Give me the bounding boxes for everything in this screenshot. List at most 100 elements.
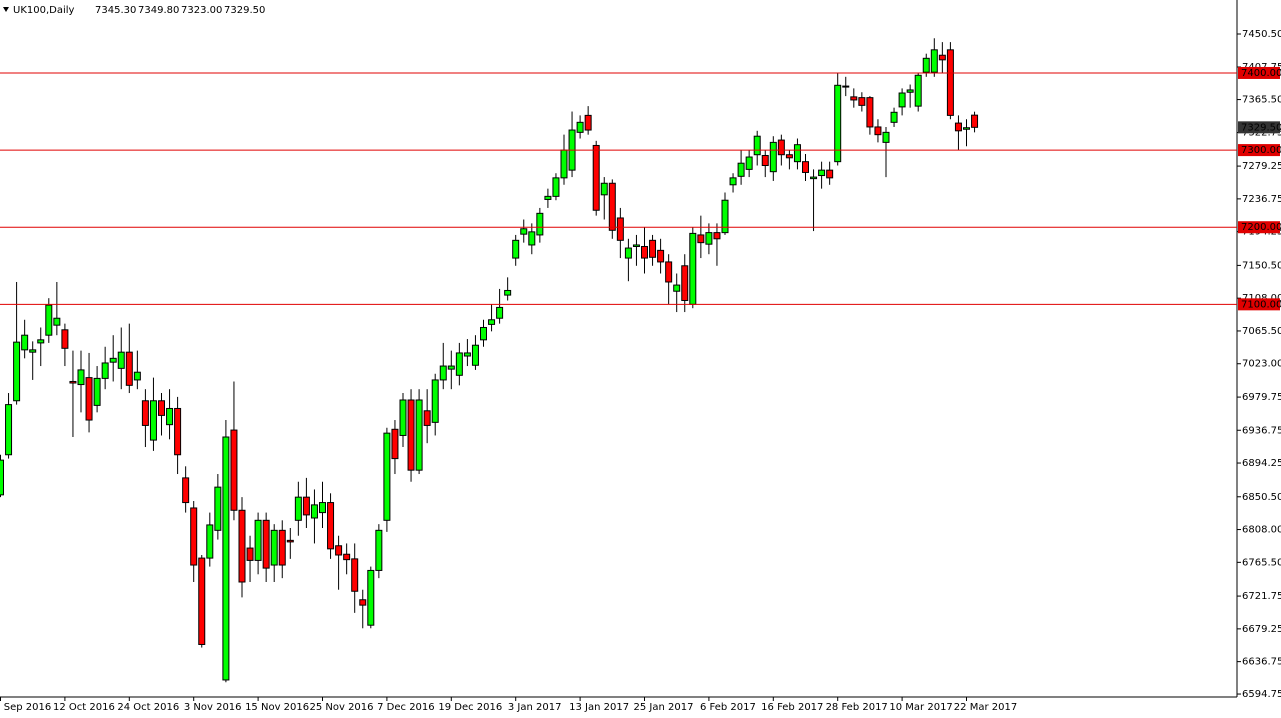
candle-body <box>842 85 850 88</box>
candle-body <box>286 539 294 543</box>
candle-body <box>826 169 834 179</box>
x-tick-label: 19 Dec 2016 <box>438 702 502 713</box>
candle-body <box>576 121 584 133</box>
candle-body <box>600 182 608 196</box>
candle-body <box>246 547 254 561</box>
y-tick-label: 6936.75 <box>1242 425 1281 436</box>
x-tick-label: 3 Jan 2017 <box>508 702 562 713</box>
candle-body <box>769 141 777 173</box>
candle-body <box>407 399 415 471</box>
candle-body <box>343 553 351 561</box>
candle-body <box>302 496 310 516</box>
candle-body <box>166 407 174 426</box>
candle-body <box>488 319 496 325</box>
x-tick-label: 13 Jan 2017 <box>569 702 629 713</box>
candle-body <box>818 169 826 177</box>
candle-body <box>190 507 198 566</box>
candle-body <box>29 349 37 353</box>
y-tick-label: 6850.50 <box>1242 492 1281 503</box>
candle-body <box>391 428 399 460</box>
candle-body <box>262 519 270 569</box>
y-tick-label: 7279.25 <box>1242 161 1281 172</box>
candle-body <box>141 400 149 426</box>
candle-body <box>608 182 616 231</box>
candle-body <box>278 529 286 566</box>
candle-body <box>898 92 906 108</box>
candle-body <box>544 195 552 200</box>
candle-body <box>310 504 318 519</box>
x-tick-label: 15 Nov 2016 <box>245 702 309 713</box>
x-tick-label: 6 Feb 2017 <box>700 702 756 713</box>
candle-body <box>810 176 818 180</box>
candle-body <box>206 524 214 559</box>
y-tick-label: 6721.75 <box>1242 591 1281 602</box>
candle-body <box>375 529 383 571</box>
candle-body <box>713 232 721 240</box>
x-tick-label: 12 Oct 2016 <box>53 702 115 713</box>
candle-body <box>77 369 85 386</box>
candle-body <box>971 114 979 128</box>
candle-body <box>85 377 93 421</box>
candle-body <box>681 265 689 301</box>
candle-body <box>592 144 600 211</box>
candle-body <box>866 97 874 128</box>
candle-body <box>938 54 946 61</box>
candle-body <box>53 317 61 326</box>
x-tick-label: 30 Sep 2016 <box>0 702 51 713</box>
candle-body <box>512 239 520 259</box>
candle-body <box>149 400 157 441</box>
candle-body <box>665 261 673 283</box>
candle-body <box>37 339 45 344</box>
candle-body <box>415 399 423 471</box>
candle-body <box>230 429 238 511</box>
y-tick-label: 6679.25 <box>1242 624 1281 635</box>
candle-body <box>5 404 13 456</box>
candle-body <box>367 569 375 626</box>
candle-body <box>13 341 21 402</box>
candle-body <box>504 289 512 296</box>
candle-body <box>423 410 431 426</box>
y-tick-label: 6765.50 <box>1242 557 1281 568</box>
candle-body <box>745 156 753 170</box>
candle-body <box>890 111 898 123</box>
candle-body <box>174 407 182 456</box>
candle-body <box>270 529 278 566</box>
candle-body <box>584 114 592 131</box>
candle-body <box>874 126 882 136</box>
candle-body <box>93 377 101 406</box>
candle-body <box>69 380 77 384</box>
candle-body <box>930 49 938 73</box>
candle-body <box>906 89 914 93</box>
price-label-box <box>1238 66 1280 79</box>
candle-body <box>431 379 439 423</box>
y-tick-label: 7236.75 <box>1242 194 1281 205</box>
candle-body <box>858 97 866 106</box>
header-ohlc: 7349.80 <box>138 5 179 16</box>
x-tick-label: 10 Mar 2017 <box>889 702 952 713</box>
y-tick-label: 6894.25 <box>1242 458 1281 469</box>
x-tick-label: 24 Oct 2016 <box>117 702 179 713</box>
x-tick-label: 16 Feb 2017 <box>761 702 823 713</box>
current-price-box <box>1238 121 1280 134</box>
candle-body <box>214 486 222 531</box>
price-label-box <box>1238 221 1280 234</box>
candle-body <box>399 399 407 436</box>
y-tick-label: 7065.50 <box>1242 326 1281 337</box>
candle-body <box>351 558 359 592</box>
candle-body <box>198 557 206 645</box>
candle-body <box>536 212 544 236</box>
candle-body <box>480 326 487 341</box>
x-tick-label: 28 Feb 2017 <box>826 702 888 713</box>
candle-body <box>785 154 793 159</box>
current-price-label: 7329.50 <box>1241 122 1281 133</box>
candle-body <box>641 245 648 259</box>
candle-body <box>914 74 922 107</box>
candle-body <box>673 284 681 292</box>
header-ohlc: 7323.00 <box>181 5 222 16</box>
candle-body <box>45 304 53 336</box>
candle-body <box>447 365 455 370</box>
candle-body <box>922 57 930 73</box>
y-tick-label: 7150.50 <box>1242 260 1281 271</box>
y-tick-label: 6979.75 <box>1242 392 1281 403</box>
